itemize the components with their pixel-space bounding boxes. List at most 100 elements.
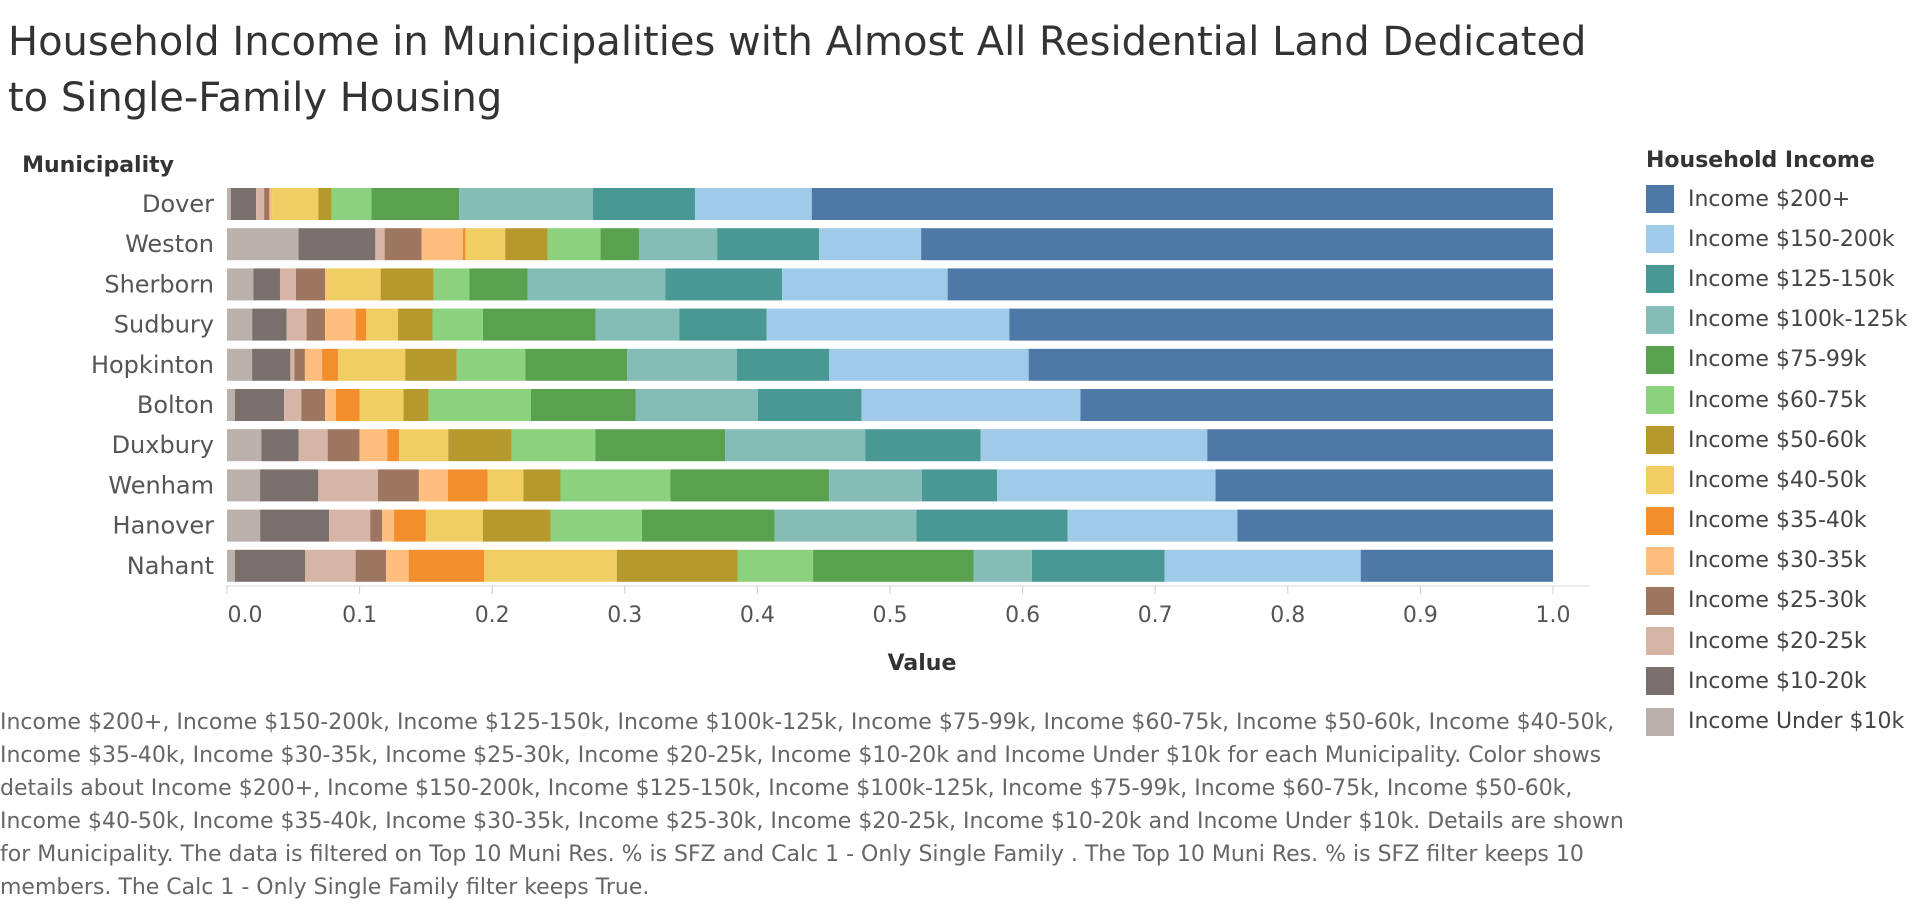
bar-segment — [279, 268, 296, 301]
bar-segment — [1360, 549, 1553, 582]
legend-item[interactable]: Income $10-20k — [1646, 661, 1916, 701]
bar-segment — [737, 549, 814, 582]
bar-segment — [638, 228, 718, 261]
bar-segment — [635, 389, 758, 421]
bar-segment — [408, 549, 485, 582]
legend-swatch — [1646, 426, 1674, 455]
bar-segment — [757, 389, 862, 421]
bar-segment — [433, 268, 470, 301]
legend-item[interactable]: Income $125-150k — [1646, 259, 1916, 299]
bar-segment — [227, 389, 235, 421]
bar-segment — [294, 348, 305, 381]
bar-segment — [305, 549, 356, 582]
bars-group — [227, 188, 1553, 582]
legend-item[interactable]: Income $60-75k — [1646, 380, 1916, 420]
bar-segment — [725, 429, 866, 462]
legend-item[interactable]: Income Under $10k — [1646, 701, 1916, 741]
bar-segment — [394, 509, 426, 542]
legend-item[interactable]: Income $40-50k — [1646, 460, 1916, 500]
legend-item[interactable]: Income $150-200k — [1646, 219, 1916, 259]
bar-segment — [525, 348, 628, 381]
bar-segment — [325, 389, 336, 421]
bar-segment — [337, 348, 406, 381]
bar-segment — [318, 469, 378, 502]
legend-item[interactable]: Income $200+ — [1646, 179, 1916, 219]
bar-segment — [811, 188, 1553, 220]
legend-label: Income $25-30k — [1688, 588, 1867, 614]
bar-segment — [327, 429, 360, 462]
bar-segment — [405, 348, 457, 381]
legend-swatch — [1646, 386, 1674, 415]
legend-swatch — [1646, 586, 1674, 615]
bar-segment — [327, 268, 381, 301]
bar-segment — [482, 308, 596, 341]
bar-segment — [448, 429, 512, 462]
bar-segment — [230, 188, 257, 220]
bar-segment — [298, 429, 328, 462]
legend-item[interactable]: Income $30-35k — [1646, 541, 1916, 581]
bar-segment — [421, 228, 463, 261]
legend-swatch — [1646, 707, 1674, 736]
bar-segment — [616, 549, 738, 582]
bar-segment — [916, 509, 1068, 542]
bar-segment — [359, 389, 404, 421]
bar-segment — [505, 228, 548, 261]
legend-items: Income $200+ Income $150-200k Income $125-… — [1646, 179, 1916, 742]
legend-swatch — [1646, 466, 1674, 495]
bar-segment — [1031, 549, 1165, 582]
bar-segment — [399, 429, 449, 462]
bar-segment — [371, 188, 460, 220]
bar-segment — [679, 308, 767, 341]
bar-segment — [322, 348, 338, 381]
legend-item[interactable]: Income $35-40k — [1646, 501, 1916, 541]
bar-segment — [1067, 509, 1238, 542]
bar-segment — [665, 268, 783, 301]
legend-label: Income $40-50k — [1688, 467, 1867, 493]
legend-item[interactable]: Income $25-30k — [1646, 581, 1916, 621]
legend-label: Income $75-99k — [1688, 347, 1867, 373]
legend-swatch — [1646, 185, 1674, 214]
bar-segment — [227, 348, 253, 381]
legend-label: Income $150-200k — [1688, 226, 1895, 252]
legend-item[interactable]: Income $20-25k — [1646, 621, 1916, 661]
x-tick-label: 0.2 — [475, 603, 510, 628]
x-tick-label: 1.0 — [1536, 603, 1571, 628]
bar-segment — [295, 268, 326, 301]
bar-segment — [306, 308, 326, 341]
y-axis-title: Municipality — [22, 153, 174, 178]
bar-segment — [329, 509, 371, 542]
bar-segment — [1028, 348, 1553, 381]
bar-segment — [227, 429, 262, 462]
x-tick-label: 0.9 — [1403, 603, 1438, 628]
category-label: Sudbury — [114, 311, 214, 339]
bar-segment — [595, 429, 726, 462]
bar-segment — [260, 509, 330, 542]
bar-segment — [1215, 469, 1553, 502]
legend-item[interactable]: Income $50-60k — [1646, 420, 1916, 460]
bar-segment — [865, 429, 981, 462]
x-tick-label: 0.8 — [1270, 603, 1305, 628]
bar-segment — [1164, 549, 1361, 582]
bar-segment — [386, 549, 409, 582]
category-label: Nahant — [127, 552, 214, 580]
bar-segment — [560, 469, 671, 502]
bar-segment — [523, 469, 561, 502]
bar-segment — [980, 429, 1208, 462]
legend-label: Income Under $10k — [1688, 709, 1905, 735]
legend-item[interactable]: Income $75-99k — [1646, 340, 1916, 380]
chart-caption: Income $200+, Income $150-200k, Income $… — [0, 710, 1624, 900]
legend-label: Income $30-35k — [1688, 548, 1867, 574]
legend-label: Income $60-75k — [1688, 387, 1867, 413]
bar-segment — [284, 389, 302, 421]
bar-segment — [252, 308, 287, 341]
bar-segment — [269, 188, 273, 220]
bar-segment — [355, 549, 387, 582]
legend-label: Income $200+ — [1688, 186, 1851, 212]
stacked-bar-chart: Municipality Dover Weston Sherborn Sudbury H… — [22, 153, 1590, 676]
bar-segment — [253, 268, 280, 301]
legend-item[interactable]: Income $100k-125k — [1646, 300, 1916, 340]
bar-segment — [819, 228, 922, 261]
bar-segment — [595, 308, 680, 341]
bar-segment — [695, 188, 812, 220]
bar-segment — [997, 469, 1216, 502]
